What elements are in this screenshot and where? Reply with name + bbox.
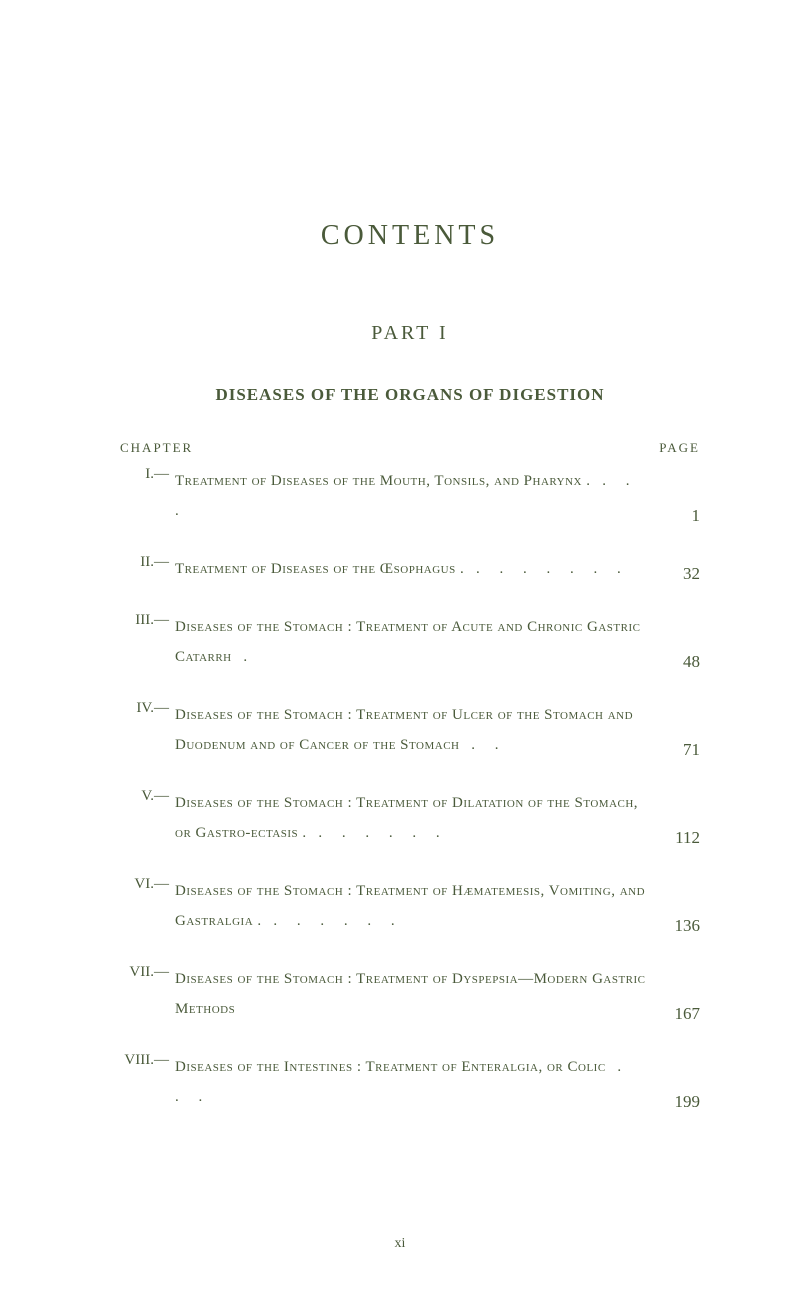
page-number: 71 — [650, 740, 700, 760]
page-number: 199 — [650, 1092, 700, 1112]
roman-numeral: V.— — [120, 788, 175, 805]
entry-text: Diseases of the Stomach : Treatment of D… — [175, 788, 650, 848]
section-title: DISEASES OF THE ORGANS OF DIGESTION — [120, 385, 700, 405]
page-label: PAGE — [659, 440, 700, 456]
toc-entry: VIII.— Diseases of the Intestines : Trea… — [120, 1052, 700, 1112]
page-number: 1 — [650, 506, 700, 526]
entry-text: Treatment of Diseases of the Mouth, Tons… — [175, 466, 650, 526]
chapter-label: CHAPTER — [120, 440, 193, 456]
roman-numeral: VIII.— — [120, 1052, 175, 1069]
toc-entry: II.— Treatment of Diseases of the Œsopha… — [120, 554, 700, 584]
entry-text: Diseases of the Stomach : Treatment of U… — [175, 700, 650, 760]
roman-numeral: I.— — [120, 466, 175, 483]
page-footer: xi — [395, 1236, 406, 1252]
page-number: 167 — [650, 1004, 700, 1024]
contents-title: CONTENTS — [120, 220, 700, 252]
page-number: 112 — [650, 828, 700, 848]
entry-text: Treatment of Diseases of the Œsophagus .… — [175, 554, 650, 584]
part-title: PART I — [120, 322, 700, 345]
toc-entry: IV.— Diseases of the Stomach : Treatment… — [120, 700, 700, 760]
entry-text: Diseases of the Intestines : Treatment o… — [175, 1052, 650, 1112]
page-number: 136 — [650, 916, 700, 936]
toc-entry: V.— Diseases of the Stomach : Treatment … — [120, 788, 700, 848]
entry-text: Diseases of the Stomach : Treatment of D… — [175, 964, 650, 1024]
page-number: 48 — [650, 652, 700, 672]
header-row: CHAPTER PAGE — [120, 440, 700, 456]
roman-numeral: III.— — [120, 612, 175, 629]
toc-entry: III.— Diseases of the Stomach : Treatmen… — [120, 612, 700, 672]
roman-numeral: II.— — [120, 554, 175, 571]
toc-entry: VI.— Diseases of the Stomach : Treatment… — [120, 876, 700, 936]
roman-numeral: VI.— — [120, 876, 175, 893]
toc-entry: VII.— Diseases of the Stomach : Treatmen… — [120, 964, 700, 1024]
page-number: 32 — [650, 564, 700, 584]
entry-text: Diseases of the Stomach : Treatment of A… — [175, 612, 650, 672]
roman-numeral: VII.— — [120, 964, 175, 981]
roman-numeral: IV.— — [120, 700, 175, 717]
toc-entry: I.— Treatment of Diseases of the Mouth, … — [120, 466, 700, 526]
entry-text: Diseases of the Stomach : Treatment of H… — [175, 876, 650, 936]
